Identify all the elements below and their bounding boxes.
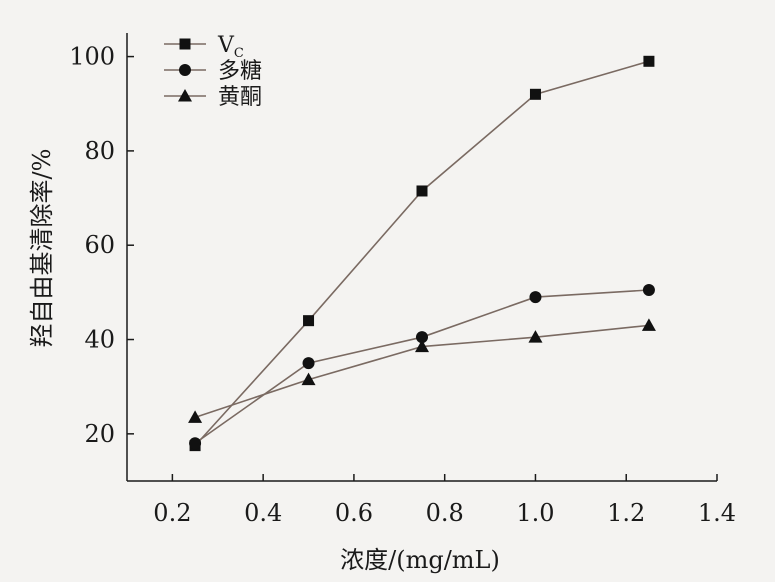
legend-label-text: 多糖	[218, 59, 262, 84]
y-tick-label: 60	[84, 231, 115, 259]
x-tick-label: 0.4	[244, 499, 282, 527]
legend-label-subscript: C	[234, 46, 244, 61]
data-point	[641, 318, 656, 331]
data-point	[301, 372, 316, 386]
x-tick-label: 1.0	[516, 499, 554, 527]
axes: 20 40 60 80 100 0.2 0.4 0.6 0.8 1.0 1.2 1.4	[69, 33, 736, 527]
legend-item: 黄酮	[164, 85, 262, 110]
data-point	[416, 331, 428, 344]
series-3	[188, 318, 656, 423]
data-point	[416, 185, 428, 197]
series-2	[189, 284, 655, 450]
data-point	[529, 291, 542, 304]
data-point	[303, 315, 315, 327]
data-point	[643, 55, 655, 67]
data-point	[415, 339, 429, 353]
legend-label: VC	[217, 33, 244, 61]
legend-marker	[179, 64, 191, 76]
data-point	[529, 88, 541, 100]
x-tick-label: 0.8	[426, 499, 464, 527]
y-tick-label: 40	[84, 326, 115, 354]
legend-label: 多糖	[218, 59, 262, 84]
series-line	[194, 60, 650, 447]
legend-label-text: 黄酮	[218, 85, 262, 110]
y-axis-title: 羟自由基清除率/%	[28, 149, 56, 348]
x-tick-label: 0.6	[335, 499, 373, 527]
data-point	[528, 330, 543, 343]
x-tick-label: 0.2	[153, 499, 191, 527]
y-tick-label: 20	[84, 420, 115, 448]
series-1	[189, 55, 655, 452]
data-point	[642, 284, 655, 297]
y-tick-label: 80	[84, 137, 115, 165]
y-tick-label: 100	[69, 43, 115, 71]
x-tick-label: 1.4	[698, 499, 736, 527]
legend-label: 黄酮	[218, 85, 262, 110]
data-point	[189, 437, 202, 450]
data-point	[188, 410, 203, 423]
legend-item: VC	[164, 33, 244, 61]
x-tick-label: 1.2	[607, 499, 645, 527]
x-axis-title: 浓度/(mg/mL)	[340, 546, 500, 574]
legend-marker	[179, 38, 191, 50]
legend-label-text: V	[217, 33, 235, 58]
legend-marker	[178, 89, 192, 102]
data-point	[302, 357, 315, 370]
legend-item: 多糖	[164, 59, 262, 84]
series-layer	[188, 55, 656, 452]
series-line	[194, 289, 649, 444]
